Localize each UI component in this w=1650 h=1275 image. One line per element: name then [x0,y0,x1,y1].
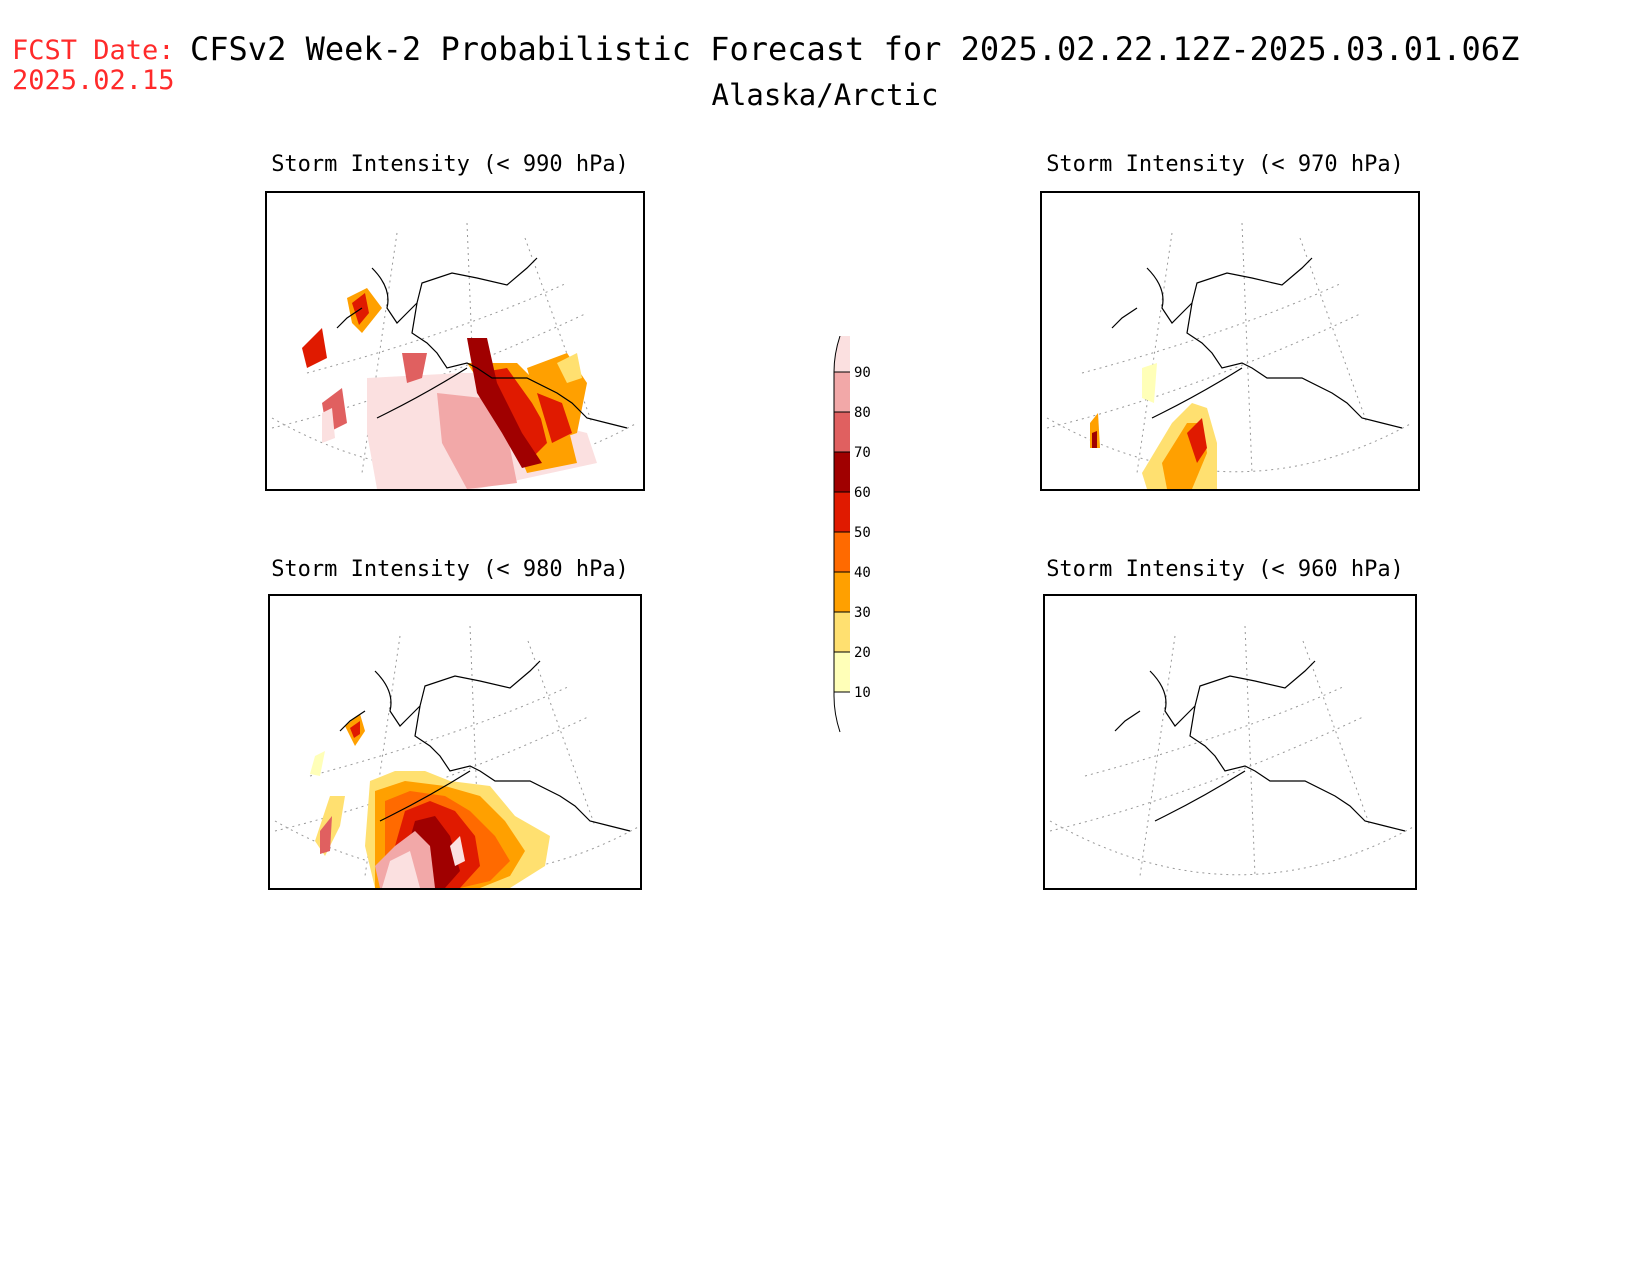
coastline-990 [336,257,628,429]
colorbar-label: 20 [854,645,871,661]
colorbar-cell [834,532,850,572]
colorbar: 90 80 70 60 50 40 30 20 10 [833,336,871,733]
colorbar-cell [834,452,850,492]
colorbar-label: 70 [854,445,871,461]
colorbar-cell [834,652,850,692]
panel-title-960: Storm Intensity (< 960 hPa) [1046,557,1404,582]
coastline-960 [1114,660,1406,832]
map-panel-960 [1043,594,1417,890]
colorbar-label: 80 [854,405,871,421]
colorbar-label: 60 [854,485,871,501]
colorbar-label: 40 [854,565,871,581]
forecast-date-block: FCST Date: 2025.02.15 [12,36,175,96]
map-990 [271,222,638,489]
colorbar-cell [834,572,850,612]
colorbar-cell [834,372,850,412]
colorbar-cell-top [834,336,850,372]
colorbar-cell [834,492,850,532]
probability-shading-990 [302,288,597,489]
coastline-980 [339,660,631,832]
probability-shading-970 [1090,363,1217,489]
map-panel-990 [265,191,645,491]
map-980 [274,625,640,888]
map-panel-980 [268,594,642,890]
colorbar-label: 50 [854,525,871,541]
colorbar-cell [834,412,850,452]
colorbar-label: 30 [854,605,871,621]
colorbar-label: 10 [854,685,871,701]
colorbar-cell [834,612,850,652]
coastline-970 [1111,257,1403,429]
map-960 [1049,625,1415,877]
colorbar-label: 90 [854,365,871,381]
map-panel-970 [1040,191,1420,491]
page-title: CFSv2 Week-2 Probabilistic Forecast for … [190,30,1520,68]
colorbar-outline [833,336,841,733]
probability-shading-980 [310,714,550,888]
map-970 [1046,222,1413,489]
panel-title-990: Storm Intensity (< 990 hPa) [271,152,629,177]
panel-title-970: Storm Intensity (< 970 hPa) [1046,152,1404,177]
page-subtitle: Alaska/Arctic [711,78,939,112]
forecast-date-value: 2025.02.15 [12,65,175,96]
panel-title-980: Storm Intensity (< 980 hPa) [271,557,629,582]
forecast-date-label: FCST Date: [12,35,175,66]
